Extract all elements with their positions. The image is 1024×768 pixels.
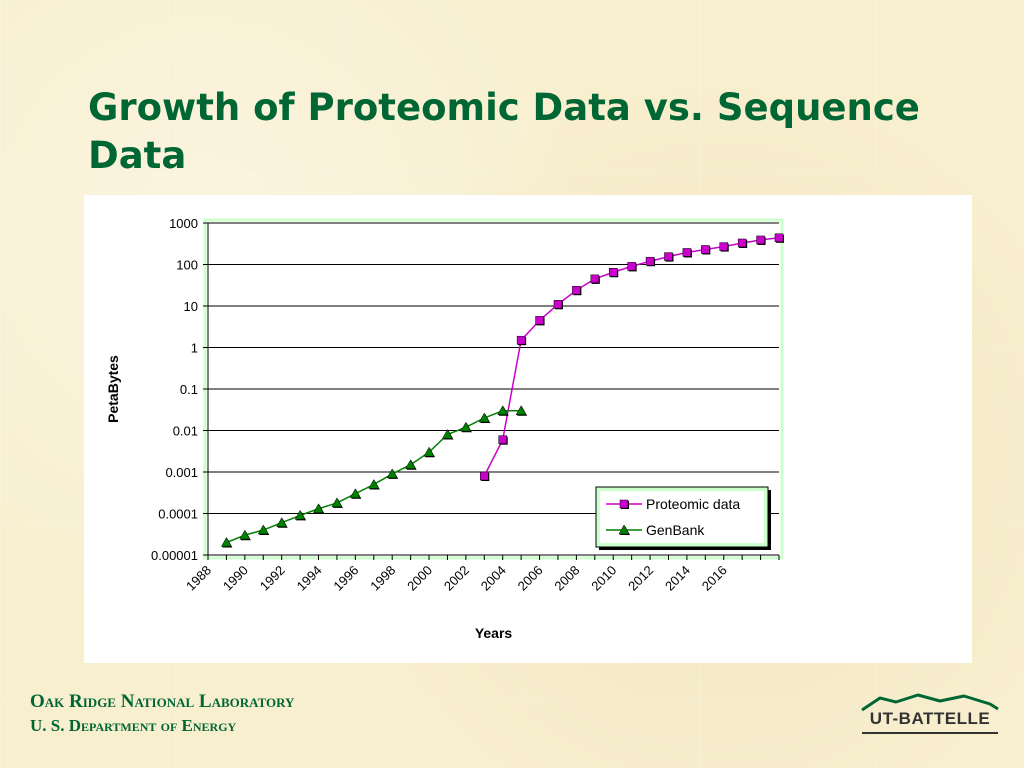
proteomic-point (480, 471, 489, 481)
y-tick-label: 0.1 (180, 382, 198, 397)
mountain-logo-icon (861, 693, 999, 734)
legend-label-proteomic: Proteomic data (646, 496, 740, 512)
y-tick-label: 1 (191, 341, 198, 356)
x-tick-label: 2000 (404, 563, 435, 594)
genbank-point (478, 412, 490, 423)
y-tick-label: 100 (176, 258, 198, 273)
x-tick-label: 1996 (330, 563, 361, 594)
genbank-point (239, 529, 251, 540)
x-tick-label: 2006 (515, 563, 546, 594)
y-tick-label: 0.001 (165, 465, 198, 480)
proteomic-point (664, 252, 673, 261)
x-tick-label: 1988 (183, 563, 214, 594)
genbank-point (442, 429, 453, 439)
proteomic-point (590, 274, 600, 284)
logo-text: UT-BATTELLE (869, 709, 991, 728)
y-tick-label: 1000 (169, 216, 198, 231)
x-tick-label: 2016 (699, 563, 730, 594)
genbank-point (349, 488, 361, 498)
proteomic-point (737, 238, 747, 248)
y-tick-label: 0.00001 (151, 548, 198, 563)
y-axis-title: PetaBytes (105, 355, 121, 423)
legend-label-genbank: GenBank (646, 522, 705, 538)
proteomic-point (756, 235, 765, 245)
genbank-point (257, 524, 269, 535)
proteomic-series-line (483, 237, 780, 477)
genbank-point (331, 497, 343, 508)
genbank-point (423, 446, 435, 457)
x-tick-label: 2012 (625, 563, 656, 594)
x-tick-label: 1992 (257, 563, 288, 594)
slide-title: Growth of Proteomic Data vs. Sequence Da… (88, 86, 920, 177)
x-axis-title: Years (475, 625, 513, 641)
genbank-point (368, 478, 380, 489)
x-tick-label: 2002 (441, 563, 472, 594)
x-tick-label: 2014 (662, 563, 693, 594)
genbank-point (497, 405, 509, 415)
legend-marker-proteomic (619, 499, 629, 509)
proteomic-point (516, 335, 526, 345)
x-tick-label: 2008 (551, 563, 582, 594)
proteomic-point (553, 300, 563, 309)
proteomic-point (701, 245, 710, 254)
genbank-point (313, 503, 324, 514)
chart-panel: 1000 100 10 1 0.1 0.01 0.001 0.0001 0.00001 1988 1… (84, 195, 972, 663)
x-tick-label: 1998 (367, 563, 398, 594)
genbank-point (515, 405, 527, 415)
y-tick-label: 0.0001 (158, 507, 198, 522)
proteomic-point (719, 242, 728, 251)
proteomic-point (535, 316, 544, 325)
proteomic-point (608, 268, 618, 277)
genbank-point (276, 517, 288, 527)
footer-organization: Oak Ridge National Laboratory U. S. Depa… (30, 690, 294, 738)
genbank-point (294, 509, 306, 520)
y-tick-label: 0.01 (173, 424, 198, 439)
y-tick-label: 10 (184, 299, 198, 314)
proteomic-point (645, 256, 655, 266)
genbank-point (386, 468, 398, 479)
proteomic-point (572, 285, 581, 295)
genbank-point (220, 536, 232, 547)
x-tick-label: 2004 (478, 563, 509, 594)
proteomic-point (682, 248, 692, 257)
footer-org-line2: U. S. Department of Energy (30, 716, 237, 735)
proteomic-point (627, 262, 636, 271)
proteomic-point (498, 435, 507, 444)
x-tick-label: 1994 (294, 563, 325, 594)
genbank-point (405, 459, 417, 469)
legend-marker-genbank (618, 524, 630, 535)
proteomic-point (774, 233, 784, 243)
ut-battelle-logo: UT-BATTELLE (860, 692, 1000, 738)
footer-org-line1: Oak Ridge National Laboratory (30, 691, 295, 712)
x-tick-label: 2010 (588, 563, 619, 594)
x-tick-label: 1990 (220, 563, 251, 594)
genbank-point (460, 421, 472, 432)
